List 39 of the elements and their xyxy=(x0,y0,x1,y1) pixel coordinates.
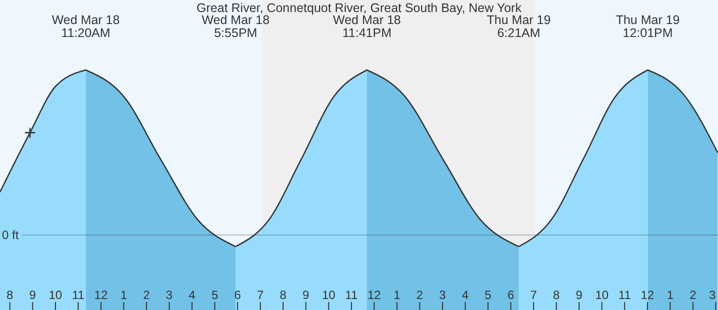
ref-line-label: 0 ft xyxy=(2,228,20,242)
x-tick-label: 11 xyxy=(618,288,632,302)
x-tick-label: 9 xyxy=(576,288,583,302)
x-tick-label: 12 xyxy=(640,288,654,302)
x-tick-label: 8 xyxy=(6,288,14,302)
x-tick-label: 4 xyxy=(188,288,196,302)
x-tick-label: 10 xyxy=(322,288,336,302)
chart-title: Great River, Connetquot River, Great South Bay, New York xyxy=(196,1,522,15)
x-tick-label: 3 xyxy=(439,288,446,302)
x-tick-label: 11 xyxy=(345,288,358,302)
x-tick-label: 6 xyxy=(234,288,242,302)
x-tick-label: 9 xyxy=(302,288,310,302)
x-tick-label: 9 xyxy=(29,288,36,302)
x-tick-label: 10 xyxy=(595,288,609,302)
text: Wed Mar 18 11:41PM xyxy=(333,13,401,40)
x-tick-label: 5 xyxy=(484,288,492,302)
x-tick-label: 1 xyxy=(394,288,401,302)
x-tick-label: 10 xyxy=(48,288,62,302)
x-tick-label: 8 xyxy=(280,288,287,302)
x-tick-label: 2 xyxy=(143,288,150,302)
text: Thu Mar 19 12:01PM xyxy=(616,13,680,40)
x-tick-label: 11 xyxy=(72,288,85,302)
x-tick-label: 8 xyxy=(552,288,560,302)
x-tick-label: 2 xyxy=(416,288,424,302)
x-tick-label: 3 xyxy=(166,288,173,302)
text: Thu Mar 19 6:21AM xyxy=(486,13,551,40)
x-tick-label: 12 xyxy=(94,288,108,302)
x-tick-label: 5 xyxy=(211,288,218,302)
x-tick-label: 1 xyxy=(120,288,128,302)
text: Wed Mar 18 11:20AM xyxy=(52,13,120,40)
x-tick-label: 7 xyxy=(256,288,264,302)
x-tick-label: 6 xyxy=(507,288,514,302)
text: Wed Mar 18 5:55PM xyxy=(202,13,270,40)
x-tick-label: 1 xyxy=(666,288,674,302)
x-tick-label: 12 xyxy=(368,288,382,302)
x-tick-label: 3 xyxy=(709,288,716,302)
x-tick-label: 7 xyxy=(530,288,538,302)
x-tick-label: 4 xyxy=(462,288,469,302)
x-tick-label: 2 xyxy=(690,288,697,302)
